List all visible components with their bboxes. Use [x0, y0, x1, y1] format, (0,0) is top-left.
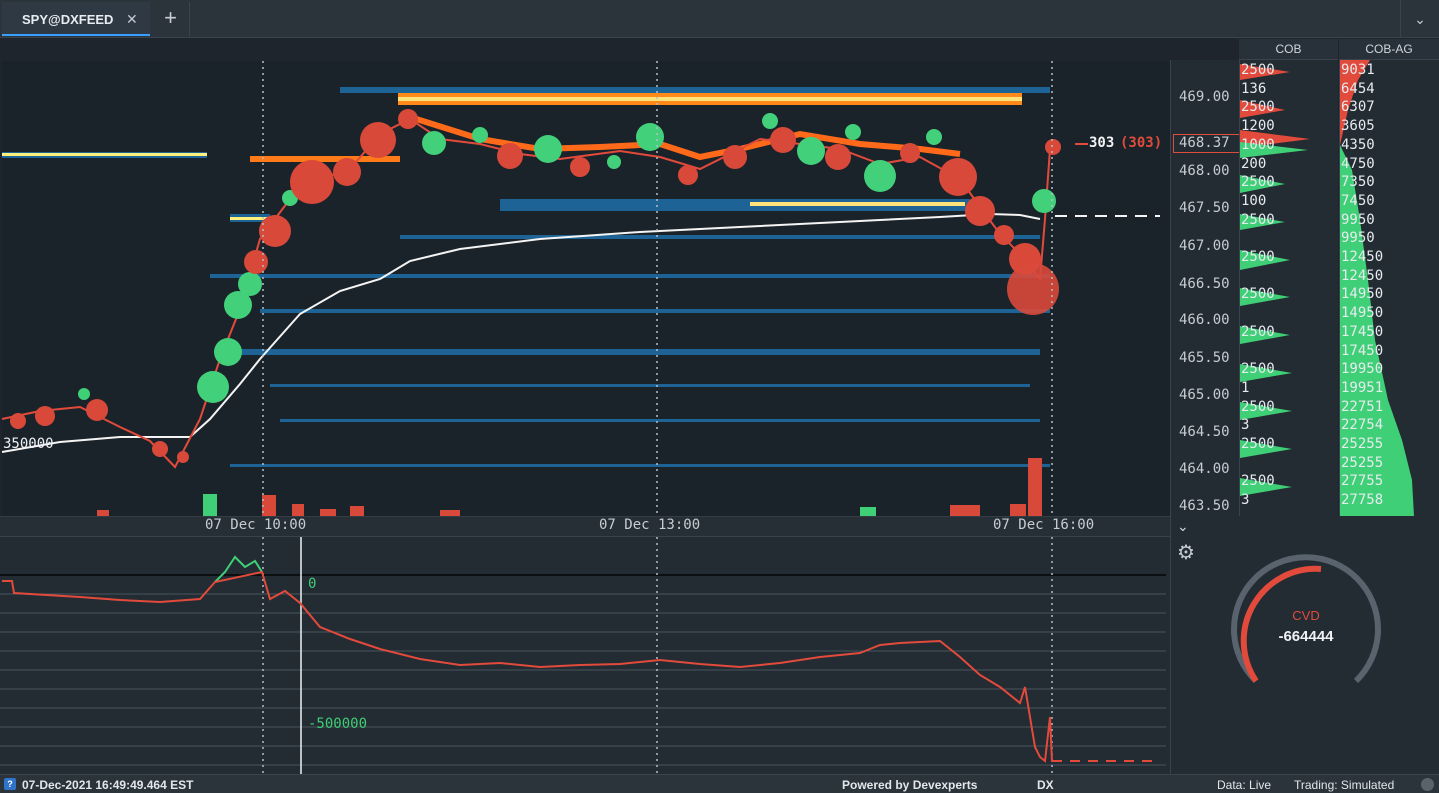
- close-icon[interactable]: ✕: [126, 11, 138, 27]
- cvd-svg: [0, 537, 1166, 775]
- cvd-zero-label: 0: [308, 576, 317, 592]
- cob-ag-header: COB-AG: [1339, 39, 1439, 60]
- cob-value: 100: [1241, 192, 1267, 209]
- cob-value: 1000: [1241, 136, 1275, 153]
- heatmap-svg: [1, 61, 1170, 518]
- cob-ag-value: 3605: [1341, 118, 1375, 135]
- cob-ag-value: 4350: [1341, 136, 1375, 153]
- cob-profile-svg: [1240, 64, 1310, 496]
- price-tick: 469.00: [1179, 89, 1230, 105]
- cob-ag-value: 17450: [1341, 323, 1384, 340]
- time-axis: 07 Dec 10:00 07 Dec 13:00 07 Dec 16:00: [0, 516, 1170, 536]
- cob-value: 2500: [1241, 99, 1275, 116]
- cob-ag-value: 27758: [1341, 492, 1384, 509]
- price-tick: 464.00: [1179, 461, 1230, 477]
- gear-icon[interactable]: ⚙: [1177, 542, 1195, 564]
- status-timestamp: 07-Dec-2021 16:49:49.464 EST: [22, 778, 194, 792]
- price-heatmap-chart[interactable]: 350000 303 (303): [0, 39, 1439, 518]
- cob-ag-profile-svg: [1340, 60, 1414, 516]
- cob-ag-value: 27755: [1341, 473, 1384, 490]
- price-tick: 467.50: [1179, 200, 1230, 216]
- cob-ag-value: 19951: [1341, 379, 1384, 396]
- price-tick: 468.00: [1179, 163, 1230, 179]
- cob-ag-value: 9031: [1341, 62, 1375, 78]
- cob-ag-value: 4750: [1341, 155, 1375, 172]
- cob-value: 2500: [1241, 473, 1275, 490]
- cvd-gauge-svg: [1231, 554, 1381, 684]
- cob-header: COB: [1239, 39, 1338, 60]
- cob-ag-value: 22754: [1341, 417, 1384, 434]
- cob-ag-value: 19950: [1341, 361, 1384, 378]
- time-label-1000: 07 Dec 10:00: [205, 517, 307, 533]
- cvd-indicator-chart[interactable]: 0 -500000: [0, 536, 1170, 775]
- cob-ag-value: 7350: [1341, 174, 1375, 191]
- price-tick: 465.00: [1179, 387, 1230, 403]
- cob-ag-value: 25255: [1341, 454, 1384, 471]
- cob-value: 3: [1241, 492, 1250, 509]
- info-icon[interactable]: ?: [4, 778, 16, 790]
- current-price-label: 468.37: [1173, 134, 1241, 153]
- cob-value: 2500: [1241, 398, 1275, 415]
- price-tick: 466.50: [1179, 276, 1230, 292]
- cob-ag-value: 6307: [1341, 99, 1375, 116]
- cob-ag-value: 9950: [1341, 230, 1375, 247]
- status-trading-mode: Trading: Simulated: [1294, 778, 1395, 792]
- cob-ag-value: 22751: [1341, 398, 1384, 415]
- trade-size-label: 303: [1089, 135, 1115, 151]
- plus-icon[interactable]: +: [152, 2, 190, 36]
- cob-value: 2500: [1241, 174, 1275, 191]
- tab-bar: SPY@DXFEED ✕ + ⌄: [0, 0, 1439, 38]
- price-scale[interactable]: 469.00 468.00 467.50 467.00 466.50 466.0…: [1170, 60, 1241, 516]
- cob-value: 2500: [1241, 62, 1275, 78]
- cob-value: 1200: [1241, 118, 1275, 135]
- cob-value: 2500: [1241, 249, 1275, 265]
- cob-ag-value: 14950: [1341, 305, 1384, 322]
- cob-value: 1: [1241, 379, 1250, 396]
- status-bar: ? 07-Dec-2021 16:49:49.464 EST Powered b…: [0, 774, 1439, 793]
- time-label-1300: 07 Dec 13:00: [599, 517, 701, 533]
- price-tick: 466.00: [1179, 312, 1230, 328]
- price-tick: 464.50: [1179, 424, 1230, 440]
- tab-spy-dxfeed[interactable]: SPY@DXFEED ✕: [2, 2, 150, 36]
- cob-ag-value: 7450: [1341, 192, 1375, 209]
- cob-ag-value: 12450: [1341, 267, 1384, 284]
- volume-histogram: [97, 458, 1042, 516]
- left-volume-label: 350000: [3, 436, 54, 452]
- cob-ag-value: 17450: [1341, 342, 1384, 359]
- cob-ag-value: 12450: [1341, 249, 1384, 265]
- chevron-down-icon[interactable]: ⌄: [1177, 518, 1189, 534]
- chevron-down-icon[interactable]: ⌄: [1400, 0, 1439, 38]
- cob-ag-panel: 9031 6454 6307 3605 4350 4750 7350 7450 9950 9950…: [1339, 60, 1439, 516]
- status-data-mode: Data: Live: [1217, 778, 1272, 792]
- cob-value: 2500: [1241, 323, 1275, 340]
- time-label-1600: 07 Dec 16:00: [993, 517, 1095, 533]
- trade-bubbles: [10, 109, 1061, 463]
- cob-value: 3: [1241, 417, 1250, 434]
- cvd-gauge-panel: ⌄ ⚙ CVD -664444: [1170, 516, 1439, 774]
- tab-label: SPY@DXFEED: [22, 12, 114, 27]
- cob-ag-value: 14950: [1341, 286, 1384, 303]
- status-powered-by: Powered by Devexperts: [842, 778, 978, 792]
- cvd-neg-label: -500000: [308, 716, 368, 732]
- price-tick: 463.50: [1179, 498, 1230, 514]
- cob-panel: 2500 136 2500 1200 1000 200 2500 100 2500 2500 250…: [1239, 60, 1338, 516]
- price-tick: 467.00: [1179, 238, 1230, 254]
- connection-status-icon: [1421, 778, 1434, 791]
- cob-value: 2500: [1241, 286, 1275, 303]
- cvd-gauge-label: CVD: [1292, 608, 1320, 623]
- cob-value: 2500: [1241, 361, 1275, 378]
- cob-value: 2500: [1241, 211, 1275, 228]
- cob-value: 2500: [1241, 436, 1275, 452]
- status-dx: DX: [1037, 778, 1054, 792]
- cob-value: 200: [1241, 155, 1267, 172]
- cob-ag-value: 9950: [1341, 211, 1375, 228]
- trade-size-bracket: (303): [1120, 135, 1163, 151]
- cob-ag-value: 6454: [1341, 80, 1375, 97]
- price-tick: 465.50: [1179, 350, 1230, 366]
- cvd-gauge-value: -664444: [1278, 628, 1334, 645]
- cob-ag-value: 25255: [1341, 436, 1384, 452]
- cob-value: 136: [1241, 80, 1267, 97]
